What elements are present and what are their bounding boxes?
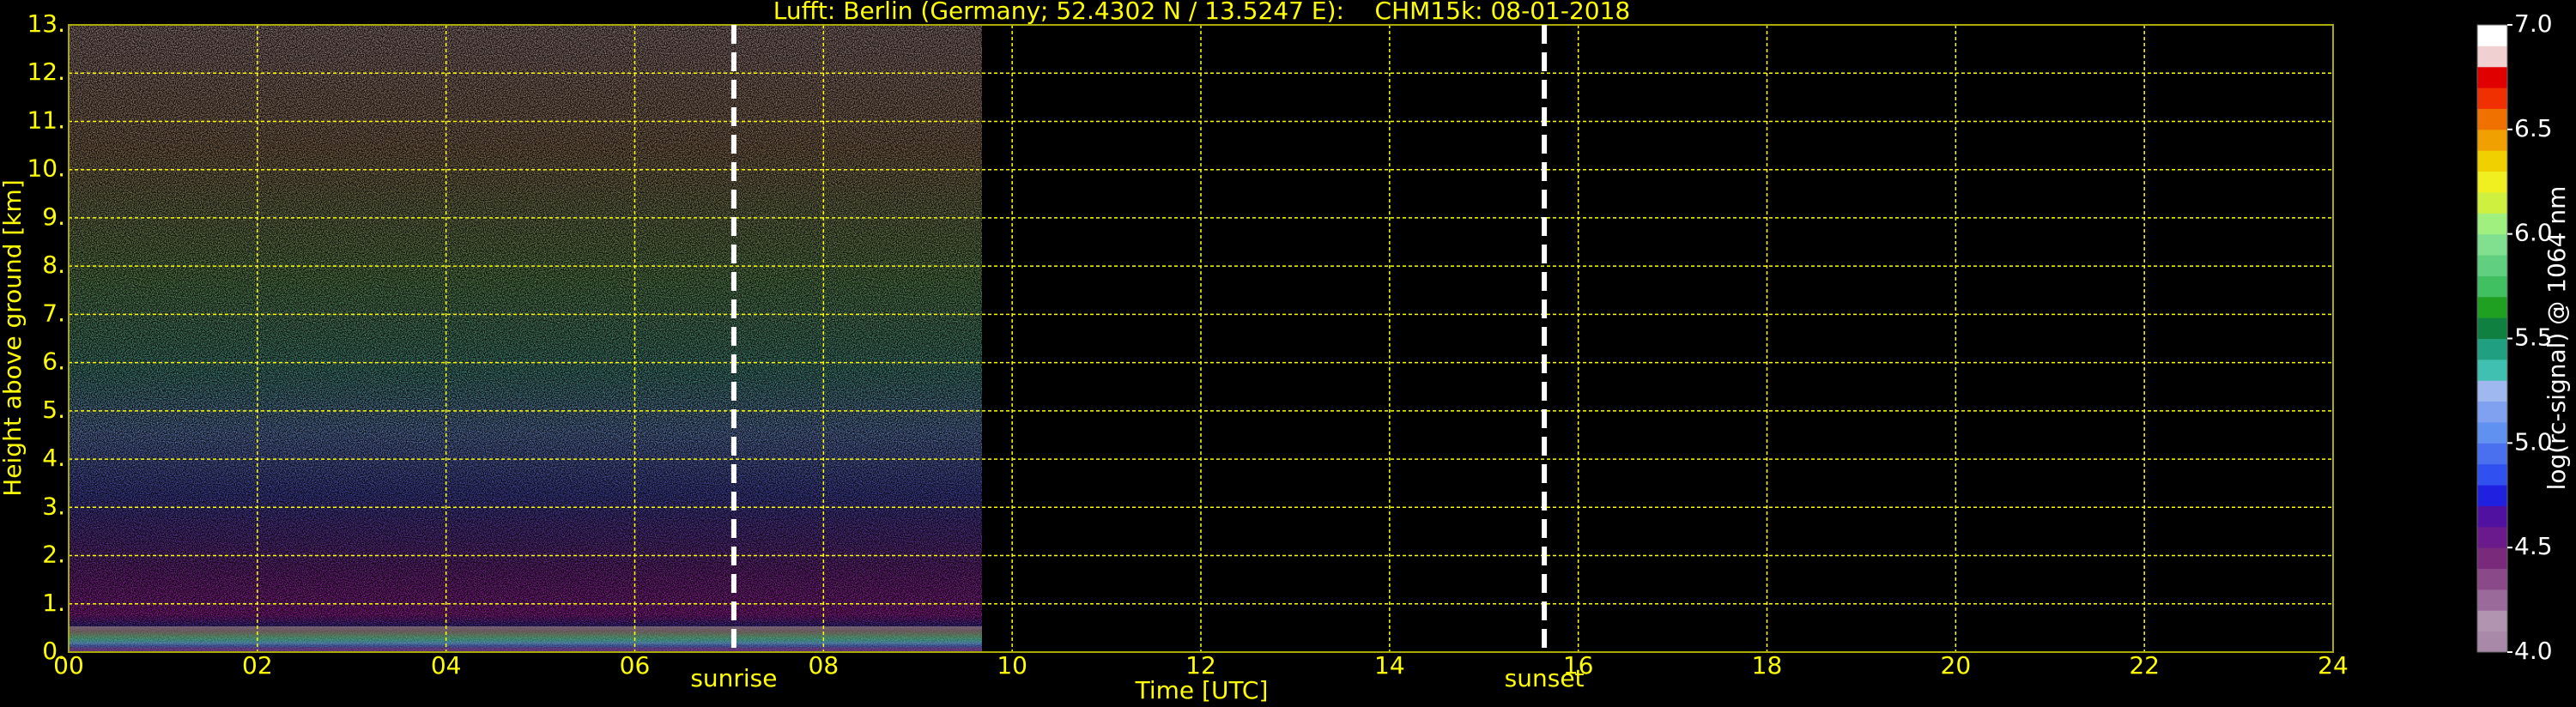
- colorbar-segment: [2477, 317, 2507, 339]
- colorbar-segment: [2477, 213, 2507, 235]
- colorbar-segment: [2477, 485, 2507, 506]
- colorbar-segment: [2477, 88, 2507, 109]
- y-tick-label: 3.: [42, 492, 65, 520]
- colorbar-tick-label: 7.0: [2514, 9, 2553, 38]
- x-tick-label: 12: [1185, 651, 1216, 680]
- colorbar-segment: [2477, 108, 2507, 130]
- x-tick-label: 00: [53, 651, 84, 680]
- annotation-label: sunrise: [690, 664, 777, 692]
- x-tick-label: 16: [1563, 651, 1594, 680]
- x-tick-label: 10: [997, 651, 1027, 680]
- colorbar-segment: [2477, 631, 2507, 653]
- colorbar-segment: [2477, 359, 2507, 381]
- y-tick-label: 2.: [42, 541, 65, 569]
- colorbar-segment: [2477, 66, 2507, 88]
- y-tick-label: 8.: [42, 251, 65, 279]
- x-tick-label: 04: [431, 651, 462, 680]
- y-tick-label: 11.: [27, 106, 65, 134]
- colorbar-tick-label: 5.5: [2514, 323, 2553, 352]
- y-tick-label: 7.: [42, 299, 65, 327]
- x-tick-label: 08: [809, 651, 839, 680]
- plot-frame: [68, 24, 2334, 653]
- colorbar-tick-label: 5.0: [2514, 427, 2553, 456]
- colorbar-segment: [2477, 150, 2507, 172]
- colorbar-segment: [2477, 275, 2507, 298]
- y-tick-label: 12.: [27, 57, 65, 86]
- y-tick-label: 9.: [42, 202, 65, 231]
- y-tick-label: 1.: [42, 589, 65, 617]
- x-tick-label: 22: [2129, 651, 2160, 680]
- plot-layer: [69, 25, 982, 652]
- colorbar-segment: [2477, 568, 2507, 590]
- colorbar-segment: [2477, 589, 2507, 611]
- colorbar-segment: [2477, 45, 2507, 68]
- colorbar-segment: [2477, 547, 2507, 570]
- colorbar-tick-label: 4.5: [2514, 532, 2553, 560]
- x-tick-label: 20: [1941, 651, 1972, 680]
- y-tick-label: 13.: [27, 9, 65, 38]
- colorbar-segment: [2477, 421, 2507, 444]
- colorbar-segment: [2477, 129, 2507, 151]
- chart-title: Lufft: Berlin (Germany; 52.4302 N / 13.5…: [773, 0, 1630, 25]
- annotation-label: sunset: [1505, 664, 1585, 692]
- colorbar-segment: [2477, 171, 2507, 193]
- colorbar-segment: [2477, 401, 2507, 423]
- colorbar-tick-label: 6.5: [2514, 114, 2553, 142]
- colorbar-label: log(rc-signal) @ 1064 nm: [2543, 186, 2571, 491]
- colorbar-segment: [2477, 25, 2507, 46]
- colorbar-tick-label: 6.0: [2514, 219, 2553, 247]
- signal-base: [69, 626, 982, 652]
- colorbar-segment: [2477, 526, 2507, 548]
- x-tick-label: 24: [2318, 651, 2349, 680]
- y-tick-label: 0.: [42, 637, 65, 665]
- colorbar-segment: [2477, 233, 2507, 256]
- signal-field: [69, 25, 982, 652]
- x-tick-label: 02: [242, 651, 273, 680]
- x-tick-label: 18: [1752, 651, 1783, 680]
- colorbar-segment: [2477, 380, 2507, 402]
- x-axis-label: Time [UTC]: [1135, 676, 1269, 704]
- x-tick-label: 14: [1374, 651, 1405, 680]
- colorbar-segment: [2477, 296, 2507, 318]
- colorbar-segment: [2477, 443, 2507, 465]
- colorbar-segment: [2477, 338, 2507, 360]
- colorbar-segment: [2477, 463, 2507, 486]
- y-tick-label: 5.: [42, 396, 65, 424]
- y-tick-label: 4.: [42, 444, 65, 472]
- y-tick-label: 10.: [27, 154, 65, 183]
- colorbar-segment: [2477, 505, 2507, 528]
- colorbar-segment: [2477, 191, 2507, 214]
- colorbar-tick-label: 4.0: [2514, 637, 2553, 665]
- colorbar-segment: [2477, 255, 2507, 276]
- x-tick-label: 06: [620, 651, 651, 680]
- y-axis-label: Height above ground [km]: [0, 179, 27, 497]
- y-tick-label: 6.: [42, 347, 65, 376]
- colorbar-segment: [2477, 610, 2507, 632]
